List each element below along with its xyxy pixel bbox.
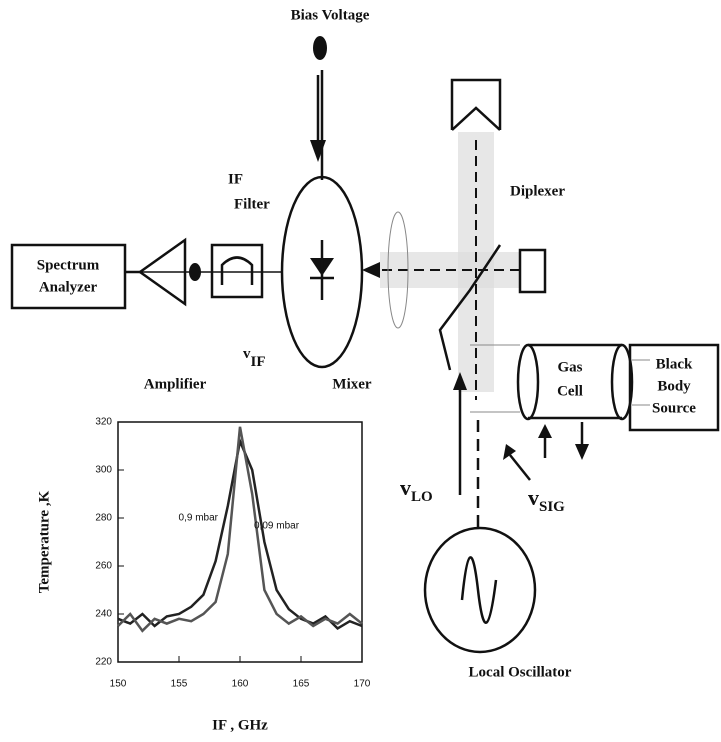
y-axis-label: Temperature ,K xyxy=(36,490,52,593)
filter-symbol xyxy=(220,256,254,285)
lens xyxy=(387,211,409,329)
x-tick-label: 155 xyxy=(171,679,188,690)
arrow-head xyxy=(575,444,589,460)
y-tick-label: 220 xyxy=(95,657,112,668)
if-filter xyxy=(210,243,264,299)
if-label: IF xyxy=(228,171,243,187)
arrow-head xyxy=(453,372,467,390)
y-tick-label: 320 xyxy=(95,417,112,428)
x-tick-label: 165 xyxy=(293,679,310,690)
x-tick-label: 150 xyxy=(110,679,127,690)
series-line xyxy=(117,426,363,633)
local-oscillator xyxy=(423,526,537,654)
mirror xyxy=(438,244,502,371)
detector-horn xyxy=(450,78,502,131)
x-tick-label: 170 xyxy=(354,679,371,690)
cell-label: Cell xyxy=(557,383,583,399)
y-tick-label: 260 xyxy=(95,561,112,572)
nu-lo: vLO xyxy=(400,475,433,505)
y-tick-label: 240 xyxy=(95,609,112,620)
source-label: Source xyxy=(652,400,696,416)
black-label: Black xyxy=(656,356,693,372)
mixer-horn xyxy=(362,262,380,278)
body-label: Body xyxy=(657,378,691,394)
diplexer-label: Diplexer xyxy=(510,183,565,199)
amplifier-label: Amplifier xyxy=(144,376,207,392)
series-line xyxy=(117,436,363,630)
series-label: 0,9 mbar xyxy=(179,513,219,524)
sig-arrow xyxy=(509,454,531,481)
amplifier xyxy=(137,237,187,307)
x-tick-label: 160 xyxy=(232,679,249,690)
bias-node xyxy=(313,36,327,60)
arrow-head xyxy=(503,444,516,460)
nu-sig: vSIG xyxy=(528,485,565,515)
spectrum-label: Spectrum xyxy=(37,257,100,273)
spectrum-analyzer xyxy=(10,243,127,310)
lo-label: Local Oscillator xyxy=(469,664,572,680)
analyzer-label: Analyzer xyxy=(39,279,98,295)
series-label: 0,09 mbar xyxy=(254,521,300,532)
gas-cell-end xyxy=(516,343,540,421)
mixer-label: Mixer xyxy=(332,376,371,392)
bias-label: Bias Voltage xyxy=(291,7,370,23)
black-body xyxy=(628,343,720,432)
arrow-head xyxy=(538,424,552,438)
gas-label: Gas xyxy=(557,359,582,375)
gas-cell-end xyxy=(610,343,634,421)
if-node xyxy=(189,263,201,281)
y-tick-label: 300 xyxy=(95,465,112,476)
sine xyxy=(460,556,498,624)
arrow-head xyxy=(310,140,326,162)
x-axis-label: IF , GHz xyxy=(212,717,268,733)
load xyxy=(518,248,547,294)
nu-if: vIF xyxy=(243,346,266,370)
gas-cell-body xyxy=(528,343,622,420)
filter-label: Filter xyxy=(234,196,270,212)
y-tick-label: 280 xyxy=(95,513,112,524)
inset-chart: 220 240 260 280 300 320 150 155 160 165 170 0,9 mba… xyxy=(95,417,370,690)
